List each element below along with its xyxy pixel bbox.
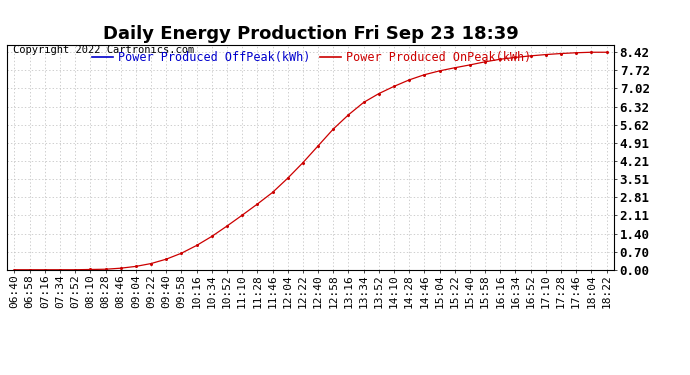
Title: Daily Energy Production Fri Sep 23 18:39: Daily Energy Production Fri Sep 23 18:39 (103, 26, 518, 44)
Legend: Power Produced OffPeak(kWh), Power Produced OnPeak(kWh): Power Produced OffPeak(kWh), Power Produ… (92, 51, 531, 64)
Text: Copyright 2022 Cartronics.com: Copyright 2022 Cartronics.com (13, 45, 194, 55)
